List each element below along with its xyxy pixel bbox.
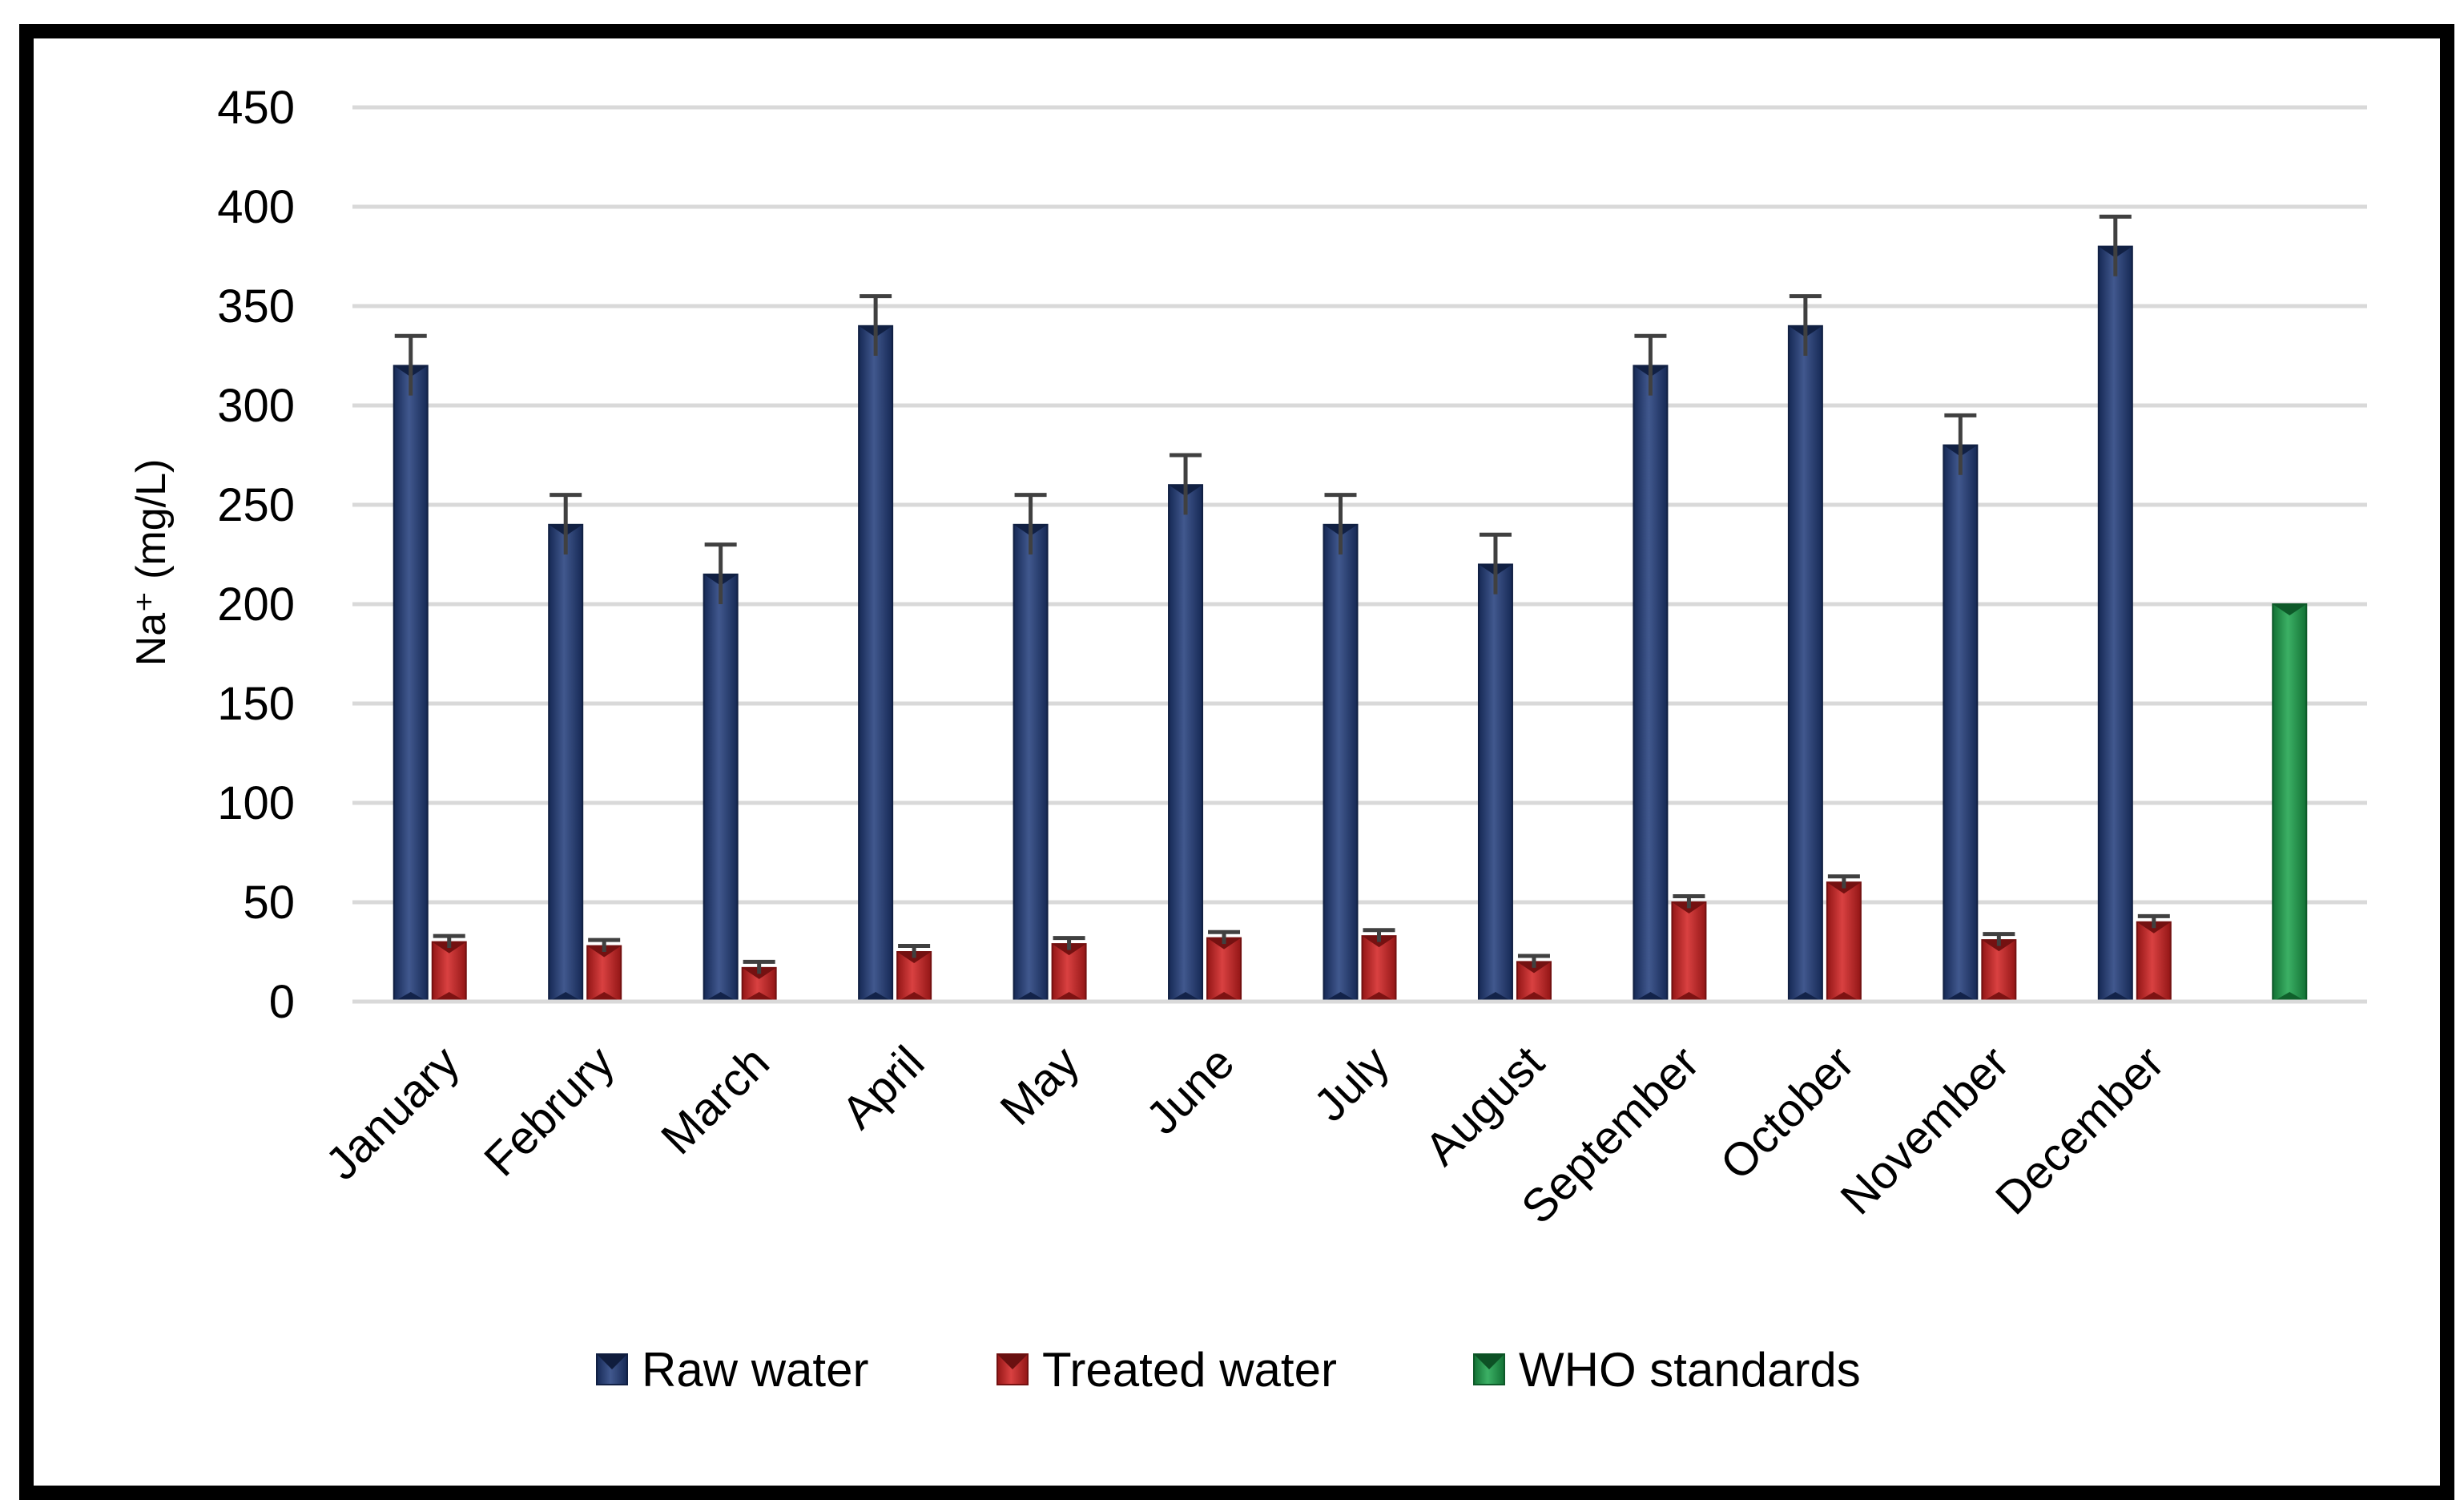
bar-bottom-cap (1516, 992, 1551, 1002)
y-tick-label: 250 (217, 479, 295, 531)
bar-bottom-cap (1169, 992, 1203, 1002)
bar-treated-water-december (2136, 921, 2172, 1003)
y-tick-label: 50 (243, 877, 295, 929)
legend-label: Raw water (642, 1343, 868, 1397)
legend-swatch-cap (1474, 1354, 1504, 1369)
bar-raw-water-februry (548, 523, 584, 1002)
bar-bottom-cap (1207, 992, 1242, 1002)
bar-bottom-cap (2136, 992, 2171, 1002)
bar-raw-water-may (1013, 523, 1049, 1002)
y-tick-label: 0 (269, 976, 295, 1028)
y-tick-label: 400 (217, 181, 295, 233)
x-tick-label: August (1415, 1036, 1555, 1175)
bar-top-cap (2273, 604, 2307, 615)
y-tick-label: 200 (217, 579, 295, 631)
y-axis-title: Na⁺ (mg/L) (128, 459, 175, 667)
x-tick-label: March (651, 1036, 779, 1164)
bar-raw-water-june (1168, 484, 1204, 1002)
x-tick-label: November (1830, 1036, 2019, 1224)
x-tick-label: December (1986, 1036, 2174, 1224)
bar-bottom-cap (2273, 992, 2307, 1002)
y-tick-label: 350 (217, 280, 295, 333)
bar-bottom-cap (432, 992, 466, 1002)
bar-raw-water-august (1477, 563, 1513, 1002)
bar-bottom-cap (897, 992, 932, 1002)
bar-raw-water-november (1943, 444, 1979, 1002)
y-tick-label: 300 (217, 380, 295, 432)
bar-bottom-cap (1982, 992, 2016, 1002)
bar-bottom-cap (1672, 992, 1706, 1002)
bar-bottom-cap (1633, 992, 1668, 1002)
bar-raw-water-july (1323, 523, 1359, 1002)
y-tick-label: 100 (217, 777, 295, 829)
bar-bottom-cap (1826, 992, 1861, 1002)
bar-raw-water-october (1787, 325, 1823, 1002)
bar-raw-water-december (2097, 245, 2133, 1003)
bar-bottom-cap (859, 992, 893, 1002)
y-tick-label: 150 (217, 678, 295, 730)
bar-who-standards-standard (2272, 603, 2308, 1002)
bar-bottom-cap (1478, 992, 1512, 1002)
bar-bottom-cap (742, 992, 776, 1002)
x-tick-label: May (990, 1036, 1089, 1135)
bar-bottom-cap (393, 992, 428, 1002)
legend-label: Treated water (1042, 1343, 1337, 1397)
bar-treated-water-october (1826, 881, 1862, 1002)
x-tick-label: April (831, 1036, 934, 1139)
x-tick-label: October (1710, 1036, 1864, 1190)
bar-bottom-cap (2098, 992, 2132, 1002)
bar-bottom-cap (1052, 992, 1086, 1002)
bar-bottom-cap (587, 992, 622, 1002)
x-tick-label: January (316, 1036, 469, 1190)
y-tick-label: 450 (217, 82, 295, 134)
bar-treated-water-september (1671, 901, 1707, 1002)
bar-bottom-cap (1323, 992, 1358, 1002)
legend-swatch-cap (597, 1354, 627, 1369)
bar-raw-water-september (1633, 365, 1669, 1002)
bar-bottom-cap (1943, 992, 1978, 1002)
bar-raw-water-april (858, 325, 894, 1002)
legend-label: WHO standards (1519, 1343, 1861, 1397)
bar-bottom-cap (1788, 992, 1822, 1002)
x-tick-label: July (1304, 1036, 1399, 1131)
bar-bottom-cap (549, 992, 583, 1002)
x-tick-label: June (1136, 1036, 1244, 1144)
bar-raw-water-march (703, 573, 739, 1002)
bar-bottom-cap (1362, 992, 1396, 1002)
bar-bottom-cap (703, 992, 738, 1002)
legend-swatch-cap (997, 1354, 1028, 1369)
bar-raw-water-january (393, 365, 429, 1002)
bar-bottom-cap (1013, 992, 1048, 1002)
x-tick-label: Februry (474, 1036, 624, 1186)
